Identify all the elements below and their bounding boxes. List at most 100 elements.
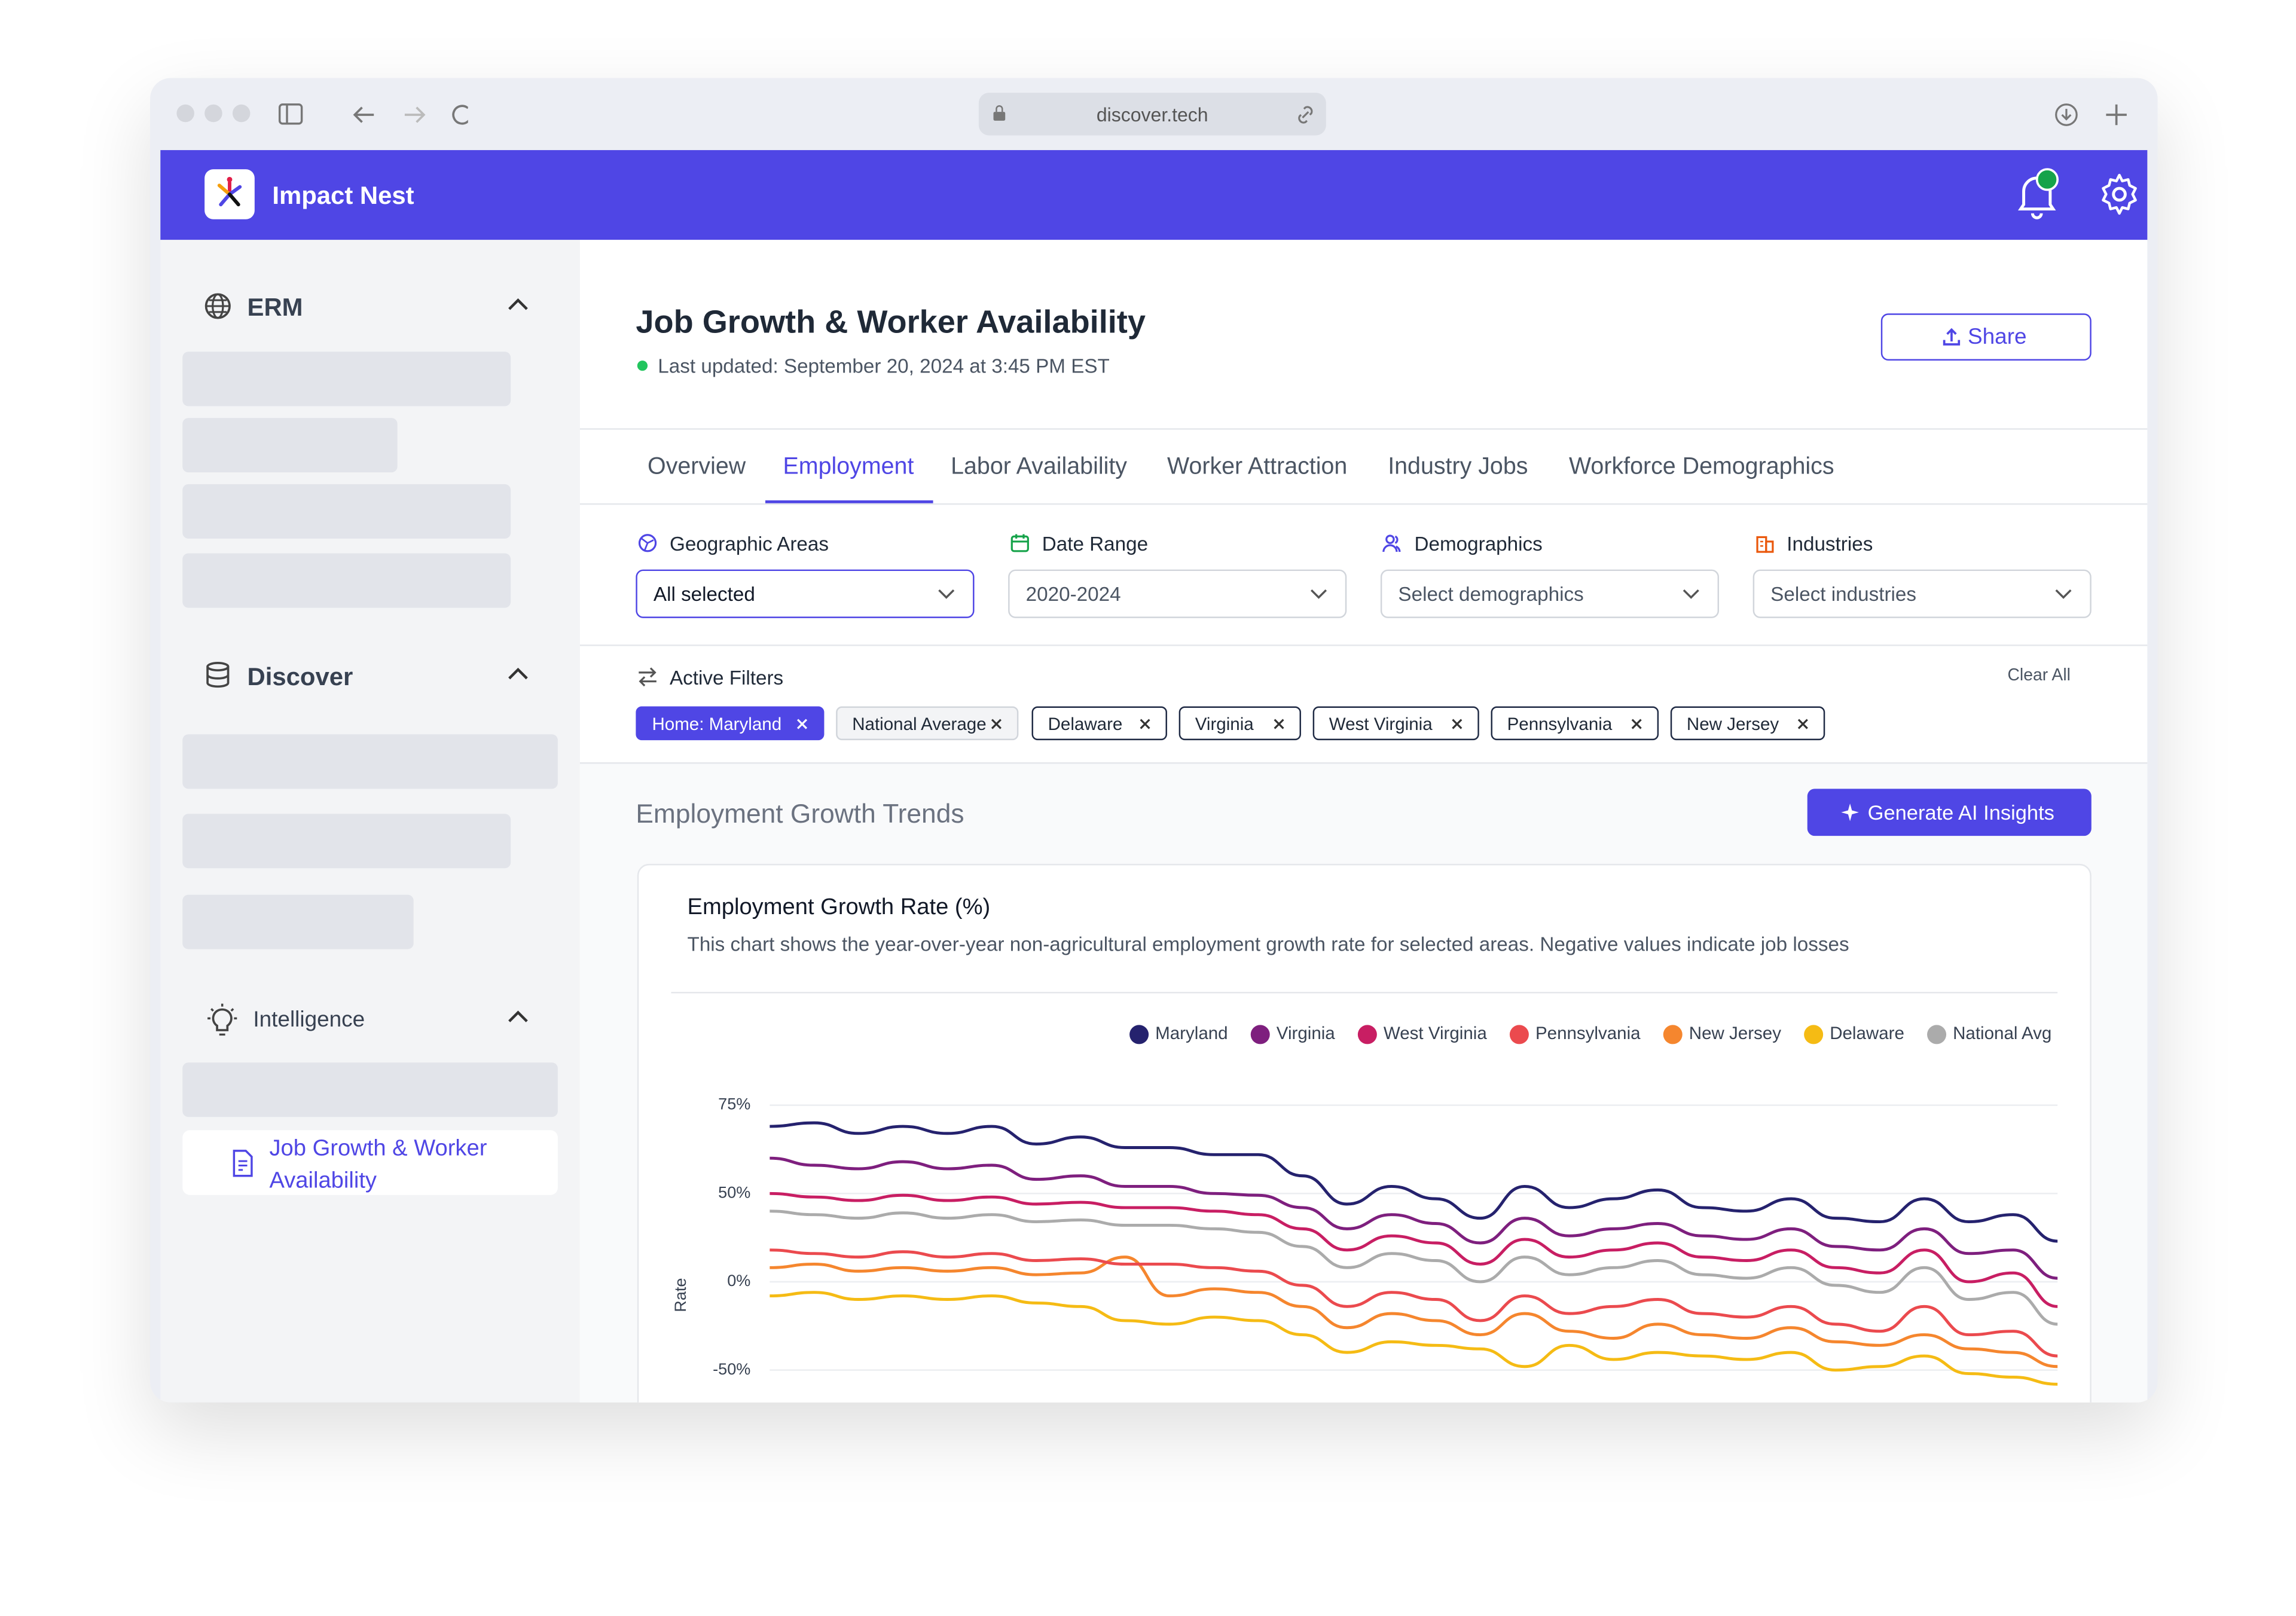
chart-card	[637, 863, 2092, 1403]
tab[interactable]: Workforce Demographics	[1568, 454, 1834, 480]
chart: Rate 75% 50% 0% -50% National Avg Delaware New…	[671, 1024, 2058, 1386]
share-button[interactable]: Share	[1880, 313, 2092, 361]
sidebar-section[interactable]: Intelligence	[253, 1007, 365, 1032]
divider	[579, 644, 2148, 646]
browser-actions[interactable]	[2051, 100, 2140, 129]
chip-remove[interactable]	[1631, 718, 1642, 730]
tab[interactable]: Overview	[648, 454, 746, 480]
chip-label: Pennsylvania	[1507, 713, 1613, 734]
legend-label: Pennsylvania	[1535, 1024, 1641, 1043]
sidebar-item-active[interactable]: Job Growth & Worker Availability	[182, 1130, 558, 1195]
skeleton	[182, 352, 511, 407]
chip-label: Delaware	[1048, 713, 1123, 734]
section-title: Employment Growth Trends	[636, 799, 964, 829]
filter-chip[interactable]: Home: Maryland	[636, 706, 825, 741]
chevron-down	[2055, 589, 2072, 599]
filter-label: Demographics	[1414, 533, 1543, 555]
skeleton	[182, 1062, 558, 1117]
series-line	[770, 1209, 2058, 1326]
filter-chip[interactable]: West Virginia	[1312, 706, 1479, 741]
tab-underline	[765, 500, 933, 503]
skeleton	[182, 553, 511, 608]
sidebar-item: Job Growth & Worker Availability	[269, 1136, 487, 1194]
skeleton	[182, 814, 511, 869]
logo[interactable]	[204, 169, 255, 219]
skeleton	[182, 894, 414, 949]
legend-swatch	[1927, 1025, 1947, 1044]
lock-icon	[993, 105, 1006, 121]
legend-swatch	[1357, 1025, 1377, 1044]
sidebar-section[interactable]: ERM	[247, 294, 303, 322]
legend-swatch	[1250, 1025, 1270, 1044]
chip-remove[interactable]	[796, 718, 808, 730]
divider	[671, 992, 2058, 994]
ai-insights-label: Generate AI Insights	[1867, 801, 2054, 824]
tab[interactable]: Labor Availability	[951, 454, 1127, 480]
legend-label: Virginia	[1277, 1024, 1335, 1043]
chip-remove[interactable]	[1797, 718, 1809, 730]
series-line	[770, 1192, 2058, 1308]
chip-remove[interactable]	[1273, 718, 1285, 730]
y-tick-label: -50%	[713, 1360, 750, 1378]
legend-swatch	[1804, 1025, 1824, 1044]
filter-chip[interactable]: National Average	[836, 706, 1019, 741]
chevron-down	[938, 589, 955, 599]
filter-dropdown[interactable]	[1008, 569, 1347, 618]
traffic-light[interactable]	[176, 104, 194, 123]
share-label: Share	[1968, 324, 2027, 350]
chevron-up[interactable]	[506, 1008, 530, 1026]
clear-all[interactable]: Clear All	[2007, 667, 2071, 685]
ai-insights-button[interactable]: Generate AI Insights	[1807, 789, 2092, 836]
chevron-up[interactable]	[506, 296, 530, 314]
filter-chip[interactable]: Virginia	[1178, 706, 1301, 741]
notification-bell[interactable]	[2012, 168, 2062, 221]
series-line	[770, 1291, 2058, 1386]
filter-icon	[1010, 533, 1030, 553]
legend-swatch	[1663, 1025, 1683, 1044]
divider	[579, 503, 2148, 505]
chevron-down	[1310, 589, 1327, 599]
tab[interactable]: Employment	[783, 454, 914, 480]
legend-swatch	[1129, 1025, 1149, 1044]
filter-chip[interactable]: Delaware	[1031, 706, 1167, 741]
tab[interactable]: Industry Jobs	[1388, 454, 1528, 480]
filter-chip[interactable]: New Jersey	[1670, 706, 1825, 741]
chip-remove[interactable]	[1451, 718, 1463, 730]
filter-label: Geographic Areas	[669, 533, 829, 555]
chart-title: Employment Growth Rate (%)	[687, 895, 991, 921]
skeleton	[182, 418, 398, 473]
y-axis-label: Rate	[671, 1278, 689, 1312]
legend-swatch	[1509, 1025, 1529, 1044]
filter-chip[interactable]: Pennsylvania	[1491, 706, 1659, 741]
link-icon	[1298, 106, 1313, 124]
series-line	[770, 1248, 2058, 1358]
legend-label: National Avg	[1953, 1024, 2051, 1043]
traffic-light[interactable]	[204, 104, 222, 123]
y-tick-label: 75%	[718, 1095, 750, 1113]
app-header: Impact Nest	[160, 150, 2148, 240]
legend-label: West Virginia	[1384, 1024, 1487, 1043]
series-line	[770, 1255, 2058, 1368]
y-tick-label: 50%	[718, 1183, 750, 1201]
filter-icon	[1754, 533, 1775, 553]
browser-controls[interactable]	[277, 102, 468, 128]
active-filters-label: Active Filters	[669, 667, 784, 689]
tab[interactable]: Worker Attraction	[1167, 454, 1348, 480]
url-bar[interactable]: discover.tech	[978, 93, 1326, 136]
filter-dropdown[interactable]	[1380, 569, 1720, 618]
legend-label: New Jersey	[1689, 1024, 1781, 1043]
divider	[579, 428, 2148, 430]
filter-dropdown[interactable]	[1752, 569, 2092, 618]
chip-remove[interactable]	[991, 718, 1003, 730]
traffic-light[interactable]	[232, 104, 251, 123]
chip-remove[interactable]	[1139, 718, 1151, 730]
chip-label: National Average	[852, 713, 987, 734]
skeleton	[182, 734, 558, 789]
sidebar-section[interactable]: Discover	[247, 662, 353, 691]
doc-icon	[233, 1150, 253, 1177]
app-name: Impact Nest	[272, 181, 414, 210]
settings-gear[interactable]	[2097, 172, 2142, 216]
chevron-up[interactable]	[506, 665, 530, 683]
filter-dropdown[interactable]	[636, 569, 975, 618]
